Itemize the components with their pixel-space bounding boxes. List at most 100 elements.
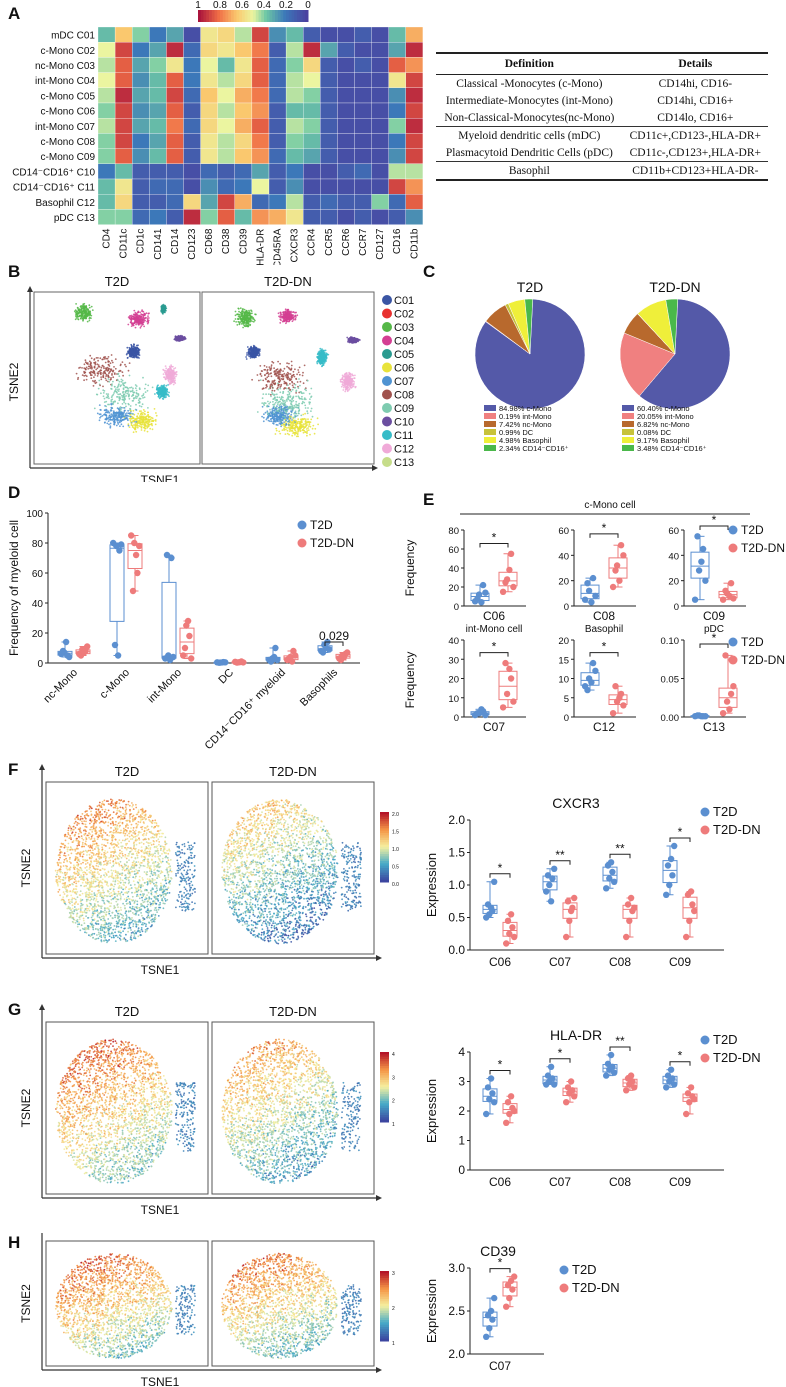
tsne-point	[271, 417, 274, 420]
tsne-point	[121, 371, 124, 374]
tsne-point	[125, 417, 127, 420]
tsne-point	[147, 413, 150, 416]
tsne-point	[277, 388, 280, 391]
tsne-point	[103, 397, 106, 400]
heatmap-cell	[388, 118, 406, 134]
tsne-point	[90, 377, 93, 379]
tsne-point	[145, 420, 148, 423]
table-cell: CD14hi, CD16-	[623, 75, 768, 93]
tsne-point	[273, 389, 276, 392]
tsne-point	[267, 393, 270, 395]
tsne-point	[287, 372, 290, 375]
tsne-point	[272, 415, 275, 418]
tsne-point	[151, 428, 154, 431]
tsne-point	[141, 413, 144, 416]
tsne-point	[129, 415, 132, 418]
heatmap-cell	[303, 42, 321, 58]
tsne-point	[99, 408, 102, 411]
tsne-point	[132, 387, 134, 390]
tsne-point	[282, 314, 285, 316]
heatmap-cell	[320, 133, 338, 149]
heatmap-cell	[268, 118, 287, 134]
tsne-point	[270, 420, 273, 423]
heatmap-cell	[388, 148, 406, 164]
tsne-point	[344, 373, 346, 375]
tsne-point	[80, 309, 83, 311]
tsne-point	[289, 373, 292, 375]
tsne-point	[262, 420, 265, 423]
tsne-point	[125, 395, 127, 397]
tsne-point	[122, 425, 125, 428]
heatmap-cell	[371, 209, 389, 225]
tsne-point	[340, 385, 343, 388]
tsne-point	[287, 314, 290, 317]
table-cell: CD11c-,CD123+,HLA-DR+	[623, 144, 768, 162]
heatmap-cell	[285, 133, 304, 149]
tsne-point	[283, 387, 286, 389]
heatmap-cell	[337, 148, 355, 164]
tsne-point	[162, 373, 165, 375]
tsne-point	[136, 422, 139, 424]
tsne-point	[97, 364, 100, 366]
heatmap-cell	[251, 133, 270, 149]
tsne-point	[285, 381, 287, 384]
tsne-point	[141, 423, 144, 425]
heatmap-cell	[303, 178, 321, 195]
tsne-point	[280, 383, 283, 386]
tsne-point	[145, 312, 148, 315]
heatmap-cell	[217, 102, 235, 119]
heatmap-cell	[251, 209, 270, 225]
tsne-point	[256, 411, 259, 413]
tsne-point	[137, 412, 140, 415]
tsne-point	[118, 408, 120, 411]
tsne-point	[143, 325, 146, 328]
tsne-point	[322, 351, 325, 354]
tsne-point	[310, 387, 313, 390]
tsne-point	[170, 364, 173, 367]
tsne-point	[264, 411, 267, 414]
tsne-point	[107, 364, 110, 366]
panel-letter-g: G	[8, 1000, 21, 1020]
tsne-point	[108, 376, 110, 379]
heatmap-cell	[285, 148, 304, 164]
heatmap-cell	[371, 57, 389, 73]
tsne-point	[119, 406, 122, 408]
heatmap-cell	[371, 42, 389, 58]
tsne-point	[233, 320, 236, 323]
colorbar-tick-label: 0.6	[235, 0, 249, 11]
tsne-point	[305, 425, 307, 427]
tsne-point	[124, 409, 126, 412]
tsne-point	[267, 416, 270, 419]
tsne-point	[142, 393, 145, 395]
heatmap-cell	[388, 57, 406, 73]
tsne-point	[297, 369, 300, 371]
tsne-point	[91, 367, 93, 370]
heatmap-row-label: c-Mono C09	[41, 152, 96, 163]
heatmap-cell	[320, 163, 338, 180]
legend-swatch	[382, 443, 392, 454]
tsne-point	[132, 324, 135, 327]
tsne-point	[280, 369, 282, 372]
tsne-point	[166, 394, 168, 396]
tsne-point	[316, 417, 319, 420]
tsne-point	[298, 373, 301, 376]
heatmap-cell	[114, 87, 133, 104]
pie-title: T2D	[517, 279, 543, 295]
tsne-point	[144, 425, 146, 428]
tsne-point	[131, 390, 133, 393]
tsne-point	[171, 369, 174, 372]
heatmap-cell	[114, 57, 133, 73]
tsne-point	[259, 365, 262, 367]
tsne-point	[92, 385, 95, 387]
tsne-point	[123, 407, 126, 409]
tsne-point	[110, 400, 113, 403]
colorbar-segment	[200, 10, 204, 22]
heatmap-cell	[303, 87, 321, 104]
tsne-point	[102, 395, 105, 398]
heatmap-cell	[234, 118, 253, 134]
tsne-point	[287, 395, 290, 398]
heatmap-row-label: mDC C01	[51, 31, 95, 42]
heatmap-cell	[183, 72, 201, 88]
tsne-point	[137, 319, 140, 322]
